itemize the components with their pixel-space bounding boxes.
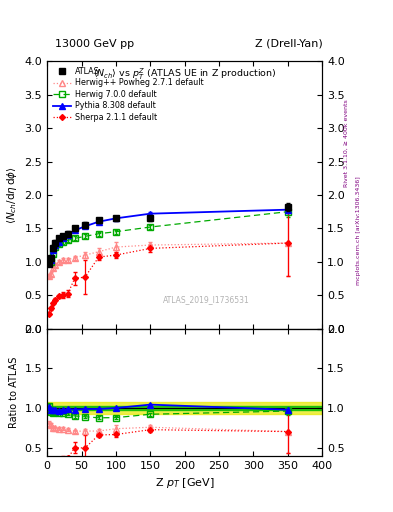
Y-axis label: $\langle N_{ch}/\mathrm{d}\eta\,\mathrm{d}\phi\rangle$: $\langle N_{ch}/\mathrm{d}\eta\,\mathrm{…	[5, 166, 19, 224]
Bar	[47, 402, 322, 414]
Legend: ATLAS, Herwig++ Powheg 2.7.1 default, Herwig 7.0.0 default, Pythia 8.308 default: ATLAS, Herwig++ Powheg 2.7.1 default, He…	[50, 64, 206, 125]
Text: Z (Drell-Yan): Z (Drell-Yan)	[255, 38, 322, 49]
Text: mcplots.cern.ch [arXiv:1306.3436]: mcplots.cern.ch [arXiv:1306.3436]	[356, 176, 361, 285]
Y-axis label: Ratio to ATLAS: Ratio to ATLAS	[9, 356, 19, 428]
Text: $\langle N_{ch}\rangle$ vs $p_T^Z$ (ATLAS UE in Z production): $\langle N_{ch}\rangle$ vs $p_T^Z$ (ATLA…	[93, 67, 277, 82]
Text: 13000 GeV pp: 13000 GeV pp	[55, 38, 134, 49]
Bar	[47, 406, 322, 410]
X-axis label: Z $p_T$ [GeV]: Z $p_T$ [GeV]	[155, 476, 215, 490]
Text: ATLAS_2019_I1736531: ATLAS_2019_I1736531	[163, 295, 250, 304]
Text: Rivet 3.1.10, ≥ 400k events: Rivet 3.1.10, ≥ 400k events	[344, 99, 349, 187]
